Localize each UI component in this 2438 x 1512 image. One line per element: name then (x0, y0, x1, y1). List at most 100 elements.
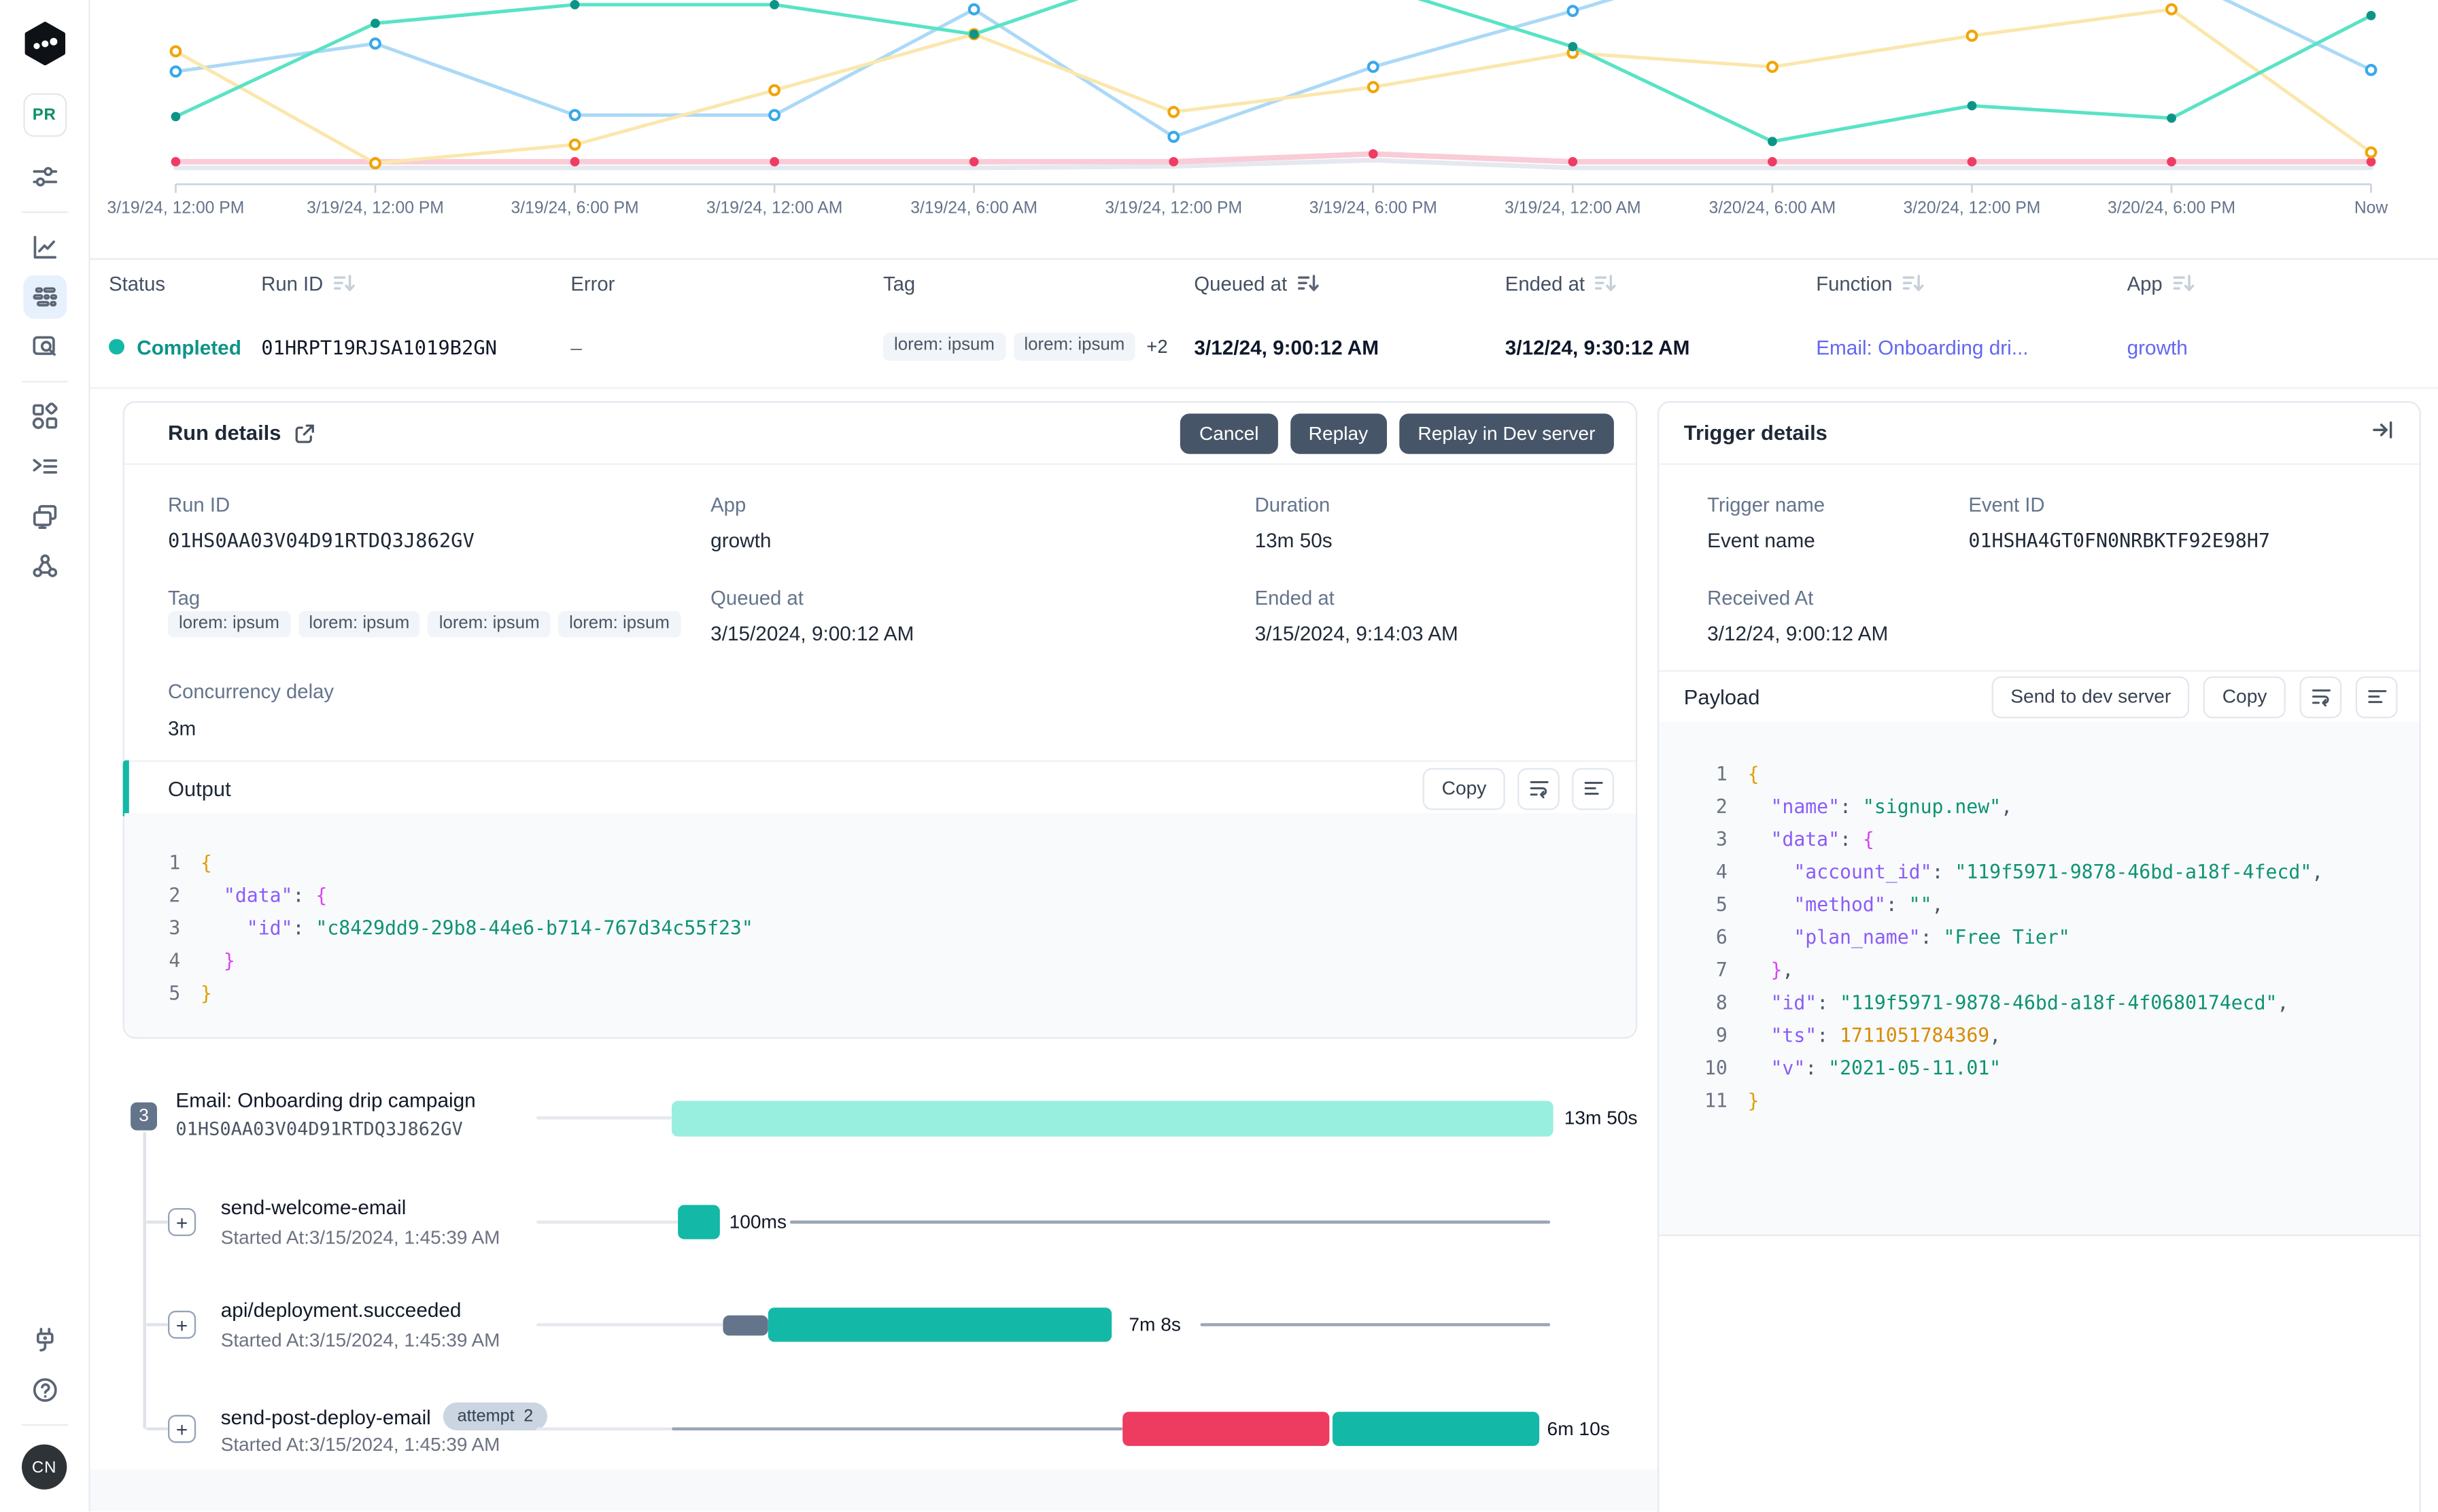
timeline-root-title[interactable]: Email: Onboarding drip campaign (175, 1088, 476, 1112)
gantt-bar[interactable] (1122, 1411, 1330, 1446)
expand-step-button[interactable]: + (167, 1207, 196, 1237)
replay-in-dev-server-button[interactable]: Replay in Dev server (1398, 413, 1614, 453)
code-line: 7 }, (1702, 955, 2419, 987)
column-label: Queued at (1194, 271, 1288, 295)
timeline-track-line (1200, 1323, 1551, 1326)
run-details-panel: Run details Cancel Replay Replay in Dev se… (122, 401, 1638, 1039)
run-id-cell: 01HRPT19RJSA1019B2GN (261, 334, 498, 359)
field-label: Received At (1707, 586, 1814, 610)
step-title: api/deployment.succeeded (220, 1298, 462, 1322)
expand-step-button[interactable]: + (167, 1310, 196, 1339)
sidebar-item-metrics-chart[interactable] (22, 226, 66, 269)
chart-point-blue (967, 3, 980, 16)
code-line: 10 "v": "2021-05-11.01" (1702, 1052, 2419, 1085)
tag-list: lorem: ipsum lorem: ipsum lorem: ipsum lore… (167, 611, 681, 638)
send-to-dev-server-button[interactable]: Send to dev server (1991, 675, 2190, 718)
cancel-button[interactable]: Cancel (1180, 413, 1277, 453)
chart-point-yellow (369, 157, 381, 170)
format-json-button[interactable] (1572, 767, 1614, 810)
sidebar-item-webhook[interactable] (22, 544, 66, 587)
copy-output-button[interactable]: Copy (1423, 767, 1505, 810)
column-header-function[interactable]: Function (1816, 260, 1925, 307)
chart-point-teal (1967, 101, 1977, 111)
collapse-panel-icon[interactable] (2371, 417, 2394, 449)
sidebar: PR CN (0, 0, 90, 1511)
column-header-queued-at[interactable]: Queued at (1194, 260, 1320, 307)
column-header-ended-at[interactable]: Ended at (1505, 260, 1617, 307)
timeline-track-line (671, 1427, 1123, 1430)
chart-point-pink (1368, 149, 1378, 159)
x-axis-label: 3/19/24, 6:00 AM (910, 199, 1037, 217)
field-label: Event ID (1968, 492, 2045, 517)
code-line: 4 "account_id": "119f5971-9878-46bd-a18f… (1702, 857, 2419, 889)
sort-icon[interactable] (1902, 272, 1925, 294)
inngest-logo-icon[interactable] (22, 22, 66, 66)
sidebar-divider (20, 381, 68, 383)
code-line: 2 "data": { (168, 880, 1636, 912)
wrap-text-button[interactable] (1517, 767, 1560, 810)
horizontal-scrollbar-track[interactable] (88, 1469, 1658, 1511)
line-number: 1 (169, 852, 181, 874)
x-axis-label: 3/19/24, 12:00 PM (1105, 199, 1242, 217)
chart-point-yellow (1367, 81, 1379, 93)
environment-badge[interactable]: PR (22, 93, 67, 137)
tag-pill: lorem: ipsum (298, 611, 421, 638)
gantt-bar[interactable] (678, 1205, 720, 1239)
sort-icon[interactable] (1594, 272, 1617, 294)
code-line: 2 "name": "signup.new", (1702, 791, 2419, 824)
external-link-icon[interactable] (294, 422, 315, 444)
x-axis-label: 3/19/24, 6:00 PM (511, 199, 639, 217)
gantt-bar[interactable] (671, 1100, 1553, 1136)
function-link[interactable]: Email: Onboarding dri... (1816, 334, 2029, 359)
x-axis-label: 3/19/24, 12:00 AM (706, 199, 842, 217)
format-json-button[interactable] (2355, 675, 2398, 718)
duration-label: 7m 8s (1129, 1313, 1181, 1336)
column-header-run-id[interactable]: Run ID (261, 260, 356, 307)
sort-icon[interactable] (1297, 272, 1320, 294)
tag-pill: lorem: ipsum (883, 333, 1006, 360)
column-header-app[interactable]: App (2127, 260, 2195, 307)
field-label: Run ID (167, 492, 230, 517)
sidebar-item-runs-list[interactable] (22, 275, 67, 319)
sidebar-divider (20, 1424, 68, 1426)
queued-at-cell: 3/12/24, 9:00:12 AM (1194, 334, 1379, 359)
sort-icon[interactable] (2171, 272, 2195, 294)
sidebar-item-help-circle[interactable] (22, 1369, 66, 1412)
gantt-bar[interactable] (1332, 1411, 1540, 1446)
more-tags-count[interactable]: +2 (1146, 335, 1168, 358)
tree-stub-line (145, 1323, 168, 1326)
x-axis-label: 3/19/24, 12:00 PM (107, 199, 245, 217)
payload-code-block[interactable]: 1{2 "name": "signup.new", 3 "data": {4 "a… (1659, 721, 2420, 1237)
run-table-row[interactable]: Completed 01HRPT19RJSA1019B2GN – lorem: … (88, 306, 2438, 389)
field-label: Ended at (1254, 586, 1335, 610)
wrap-text-button[interactable] (2299, 675, 2342, 718)
sidebar-item-sliders[interactable] (22, 156, 66, 199)
replay-button[interactable]: Replay (1290, 413, 1387, 453)
gantt-bar[interactable] (768, 1307, 1112, 1342)
chart-point-teal (969, 29, 979, 39)
step-count-badge: 3 (131, 1102, 157, 1131)
expand-step-button[interactable]: + (167, 1415, 196, 1443)
step-started-at: Started At:3/15/2024, 1:45:39 AM (220, 1329, 500, 1352)
x-axis-label: 3/20/24, 12:00 PM (1904, 199, 2041, 217)
x-axis-label: 3/20/24, 6:00 PM (2108, 199, 2235, 217)
output-code-block[interactable]: 1{2 "data": {3 "id": "c8429dd9-29b8-44e6… (124, 813, 1636, 1037)
copy-payload-button[interactable]: Copy (2203, 675, 2286, 718)
sidebar-item-search-code[interactable] (22, 325, 66, 368)
output-title: Output (167, 776, 231, 800)
user-avatar[interactable]: CN (22, 1444, 67, 1490)
sidebar-bottom-nav (22, 1316, 66, 1415)
sidebar-item-windows-stack[interactable] (22, 494, 66, 538)
concurrency-value: 3m (167, 717, 196, 740)
payload-section-header: Payload Send to dev server Copy (1659, 670, 2420, 721)
gantt-bar[interactable] (723, 1314, 768, 1335)
sidebar-item-dev-server-plug[interactable] (22, 1318, 66, 1362)
code-line: 3 "data": { (1702, 824, 2419, 857)
output-section-header: Output Copy (122, 760, 1636, 817)
sidebar-item-terminal-list[interactable] (22, 445, 66, 488)
app-link[interactable]: growth (2127, 334, 2188, 359)
sort-icon[interactable] (332, 272, 356, 294)
line-number: 8 (1715, 992, 1728, 1014)
app-value-link[interactable]: growth (710, 528, 772, 552)
sidebar-item-apps-shapes[interactable] (22, 395, 66, 439)
